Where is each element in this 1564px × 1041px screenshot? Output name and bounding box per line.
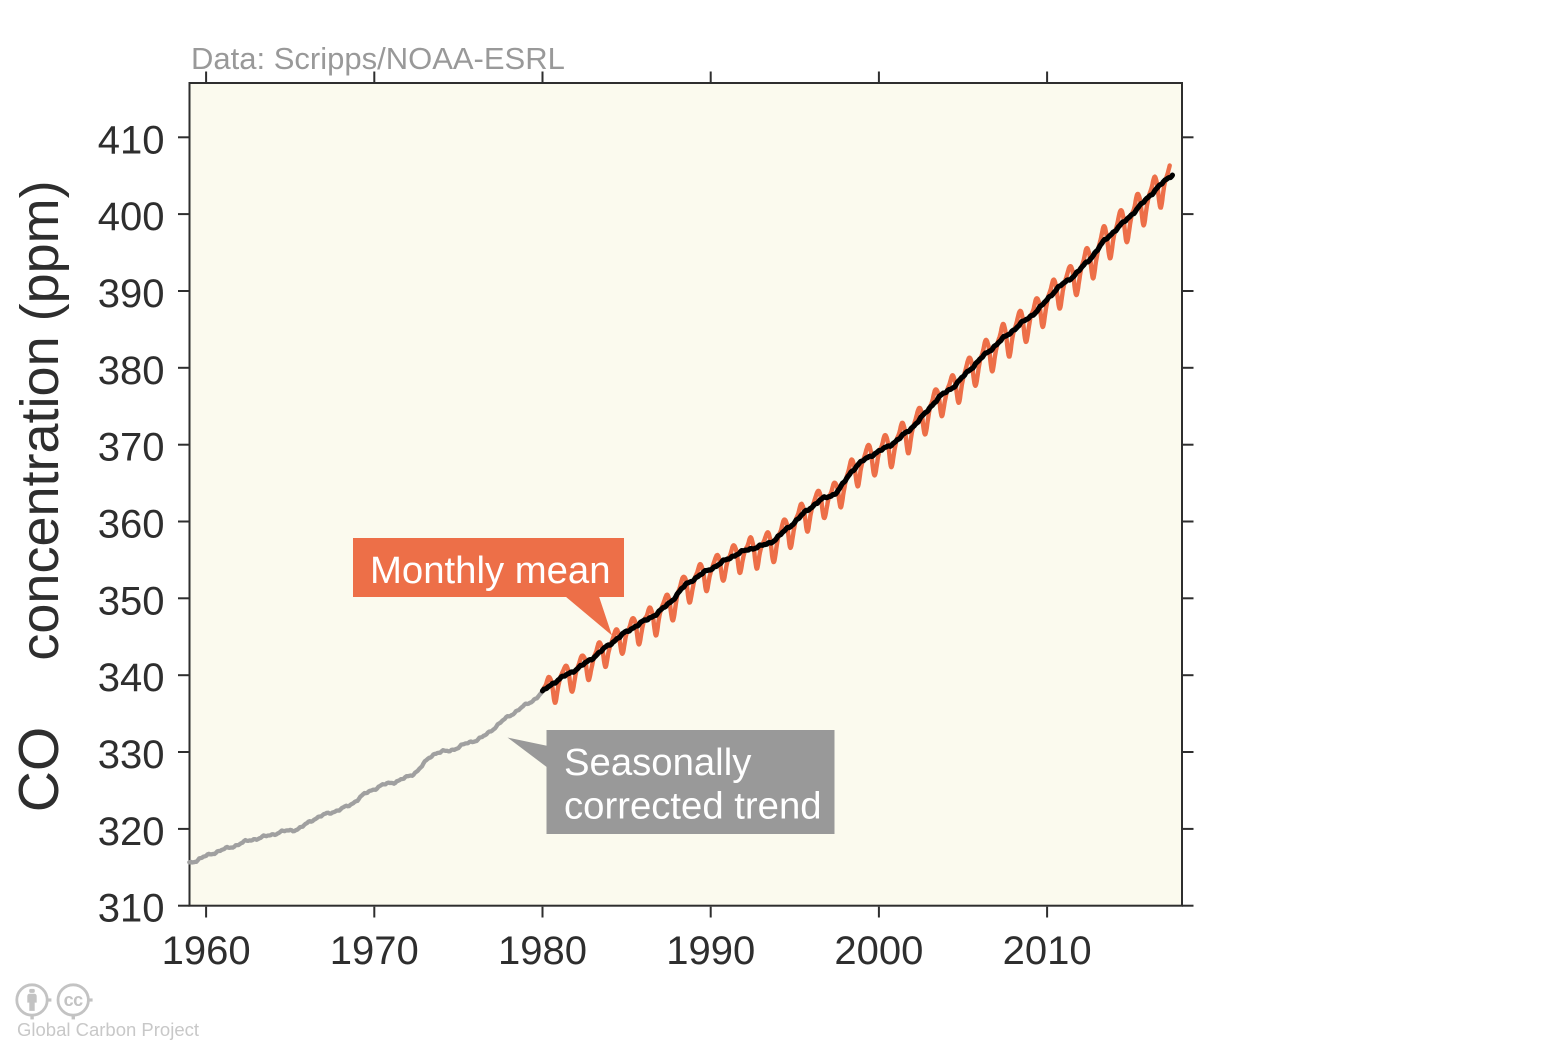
svg-text:Data: Scripps/NOAA-ESRL: Data: Scripps/NOAA-ESRL (191, 41, 565, 76)
svg-text:1970: 1970 (330, 929, 419, 973)
svg-text:310: 310 (98, 887, 165, 931)
svg-text:Monthly mean: Monthly mean (370, 549, 611, 592)
svg-text:320: 320 (98, 810, 165, 854)
svg-text:1990: 1990 (666, 929, 755, 973)
svg-text:Seasonally: Seasonally (564, 741, 752, 784)
svg-text:400: 400 (98, 195, 165, 239)
svg-text:Global Carbon Project: Global Carbon Project (17, 1019, 199, 1040)
svg-text:350: 350 (98, 579, 165, 623)
svg-text:cc: cc (64, 990, 84, 1010)
svg-text:2000: 2000 (834, 929, 923, 973)
svg-text:1980: 1980 (498, 929, 587, 973)
svg-text:2010: 2010 (1003, 929, 1092, 973)
svg-text:370: 370 (98, 426, 165, 470)
svg-text:390: 390 (98, 272, 165, 316)
svg-text:concentration (ppm): concentration (ppm) (10, 180, 70, 660)
svg-text:CO: CO (7, 727, 71, 813)
svg-text:corrected trend: corrected trend (564, 785, 822, 828)
svg-text:410: 410 (98, 118, 165, 162)
svg-text:1960: 1960 (162, 929, 251, 973)
svg-text:360: 360 (98, 503, 165, 547)
svg-text:380: 380 (98, 349, 165, 393)
svg-text:330: 330 (98, 733, 165, 777)
svg-text:340: 340 (98, 656, 165, 700)
